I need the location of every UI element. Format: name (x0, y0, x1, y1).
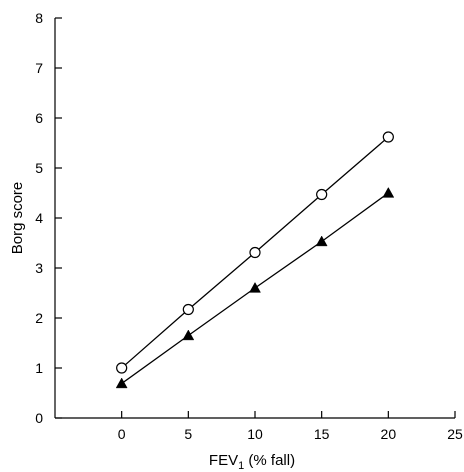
x-tick-label: 5 (184, 426, 192, 442)
data-point-triangle (249, 281, 261, 293)
y-tick-label: 7 (35, 60, 43, 76)
data-point-triangle (315, 235, 328, 247)
data-point-circle (249, 246, 261, 259)
x-tick-label: 10 (247, 426, 263, 442)
x-axis-title: FEV1 (% fall) (209, 452, 295, 472)
y-tick-label: 6 (35, 110, 43, 126)
data-point-triangle (182, 329, 195, 341)
x-tick-label: 25 (447, 426, 463, 442)
series-group (115, 131, 395, 389)
x-tick-label: 20 (381, 426, 397, 442)
y-tick-label: 8 (35, 10, 43, 26)
x-axis-title-main: FEV (209, 452, 238, 469)
x-tick-label: 15 (314, 426, 330, 442)
data-point-triangle (382, 186, 395, 198)
data-point-triangle (115, 377, 128, 389)
y-axis-title: Borg score (9, 182, 26, 255)
axes (54, 18, 455, 419)
x-tick-label: 0 (118, 426, 126, 442)
data-point-circle (382, 131, 394, 143)
y-tick-label: 3 (35, 260, 43, 276)
y-tick-label: 5 (35, 160, 43, 176)
y-tick-label: 4 (35, 210, 43, 226)
x-axis-title-subscript: 1 (238, 460, 244, 472)
data-point-circle (116, 362, 128, 374)
y-ticks: 0 1 2 3 4 5 6 7 8 (35, 10, 62, 426)
data-point-circle (182, 303, 194, 316)
y-tick-label: 2 (35, 310, 43, 326)
x-ticks: 0 5 10 15 20 25 (118, 411, 463, 442)
y-tick-label: 0 (35, 410, 43, 426)
data-point-circle (316, 188, 328, 201)
y-tick-label: 1 (35, 360, 43, 376)
x-axis-title-suffix: (% fall) (244, 452, 295, 469)
series-1 (116, 131, 394, 374)
series-2 (115, 186, 395, 389)
